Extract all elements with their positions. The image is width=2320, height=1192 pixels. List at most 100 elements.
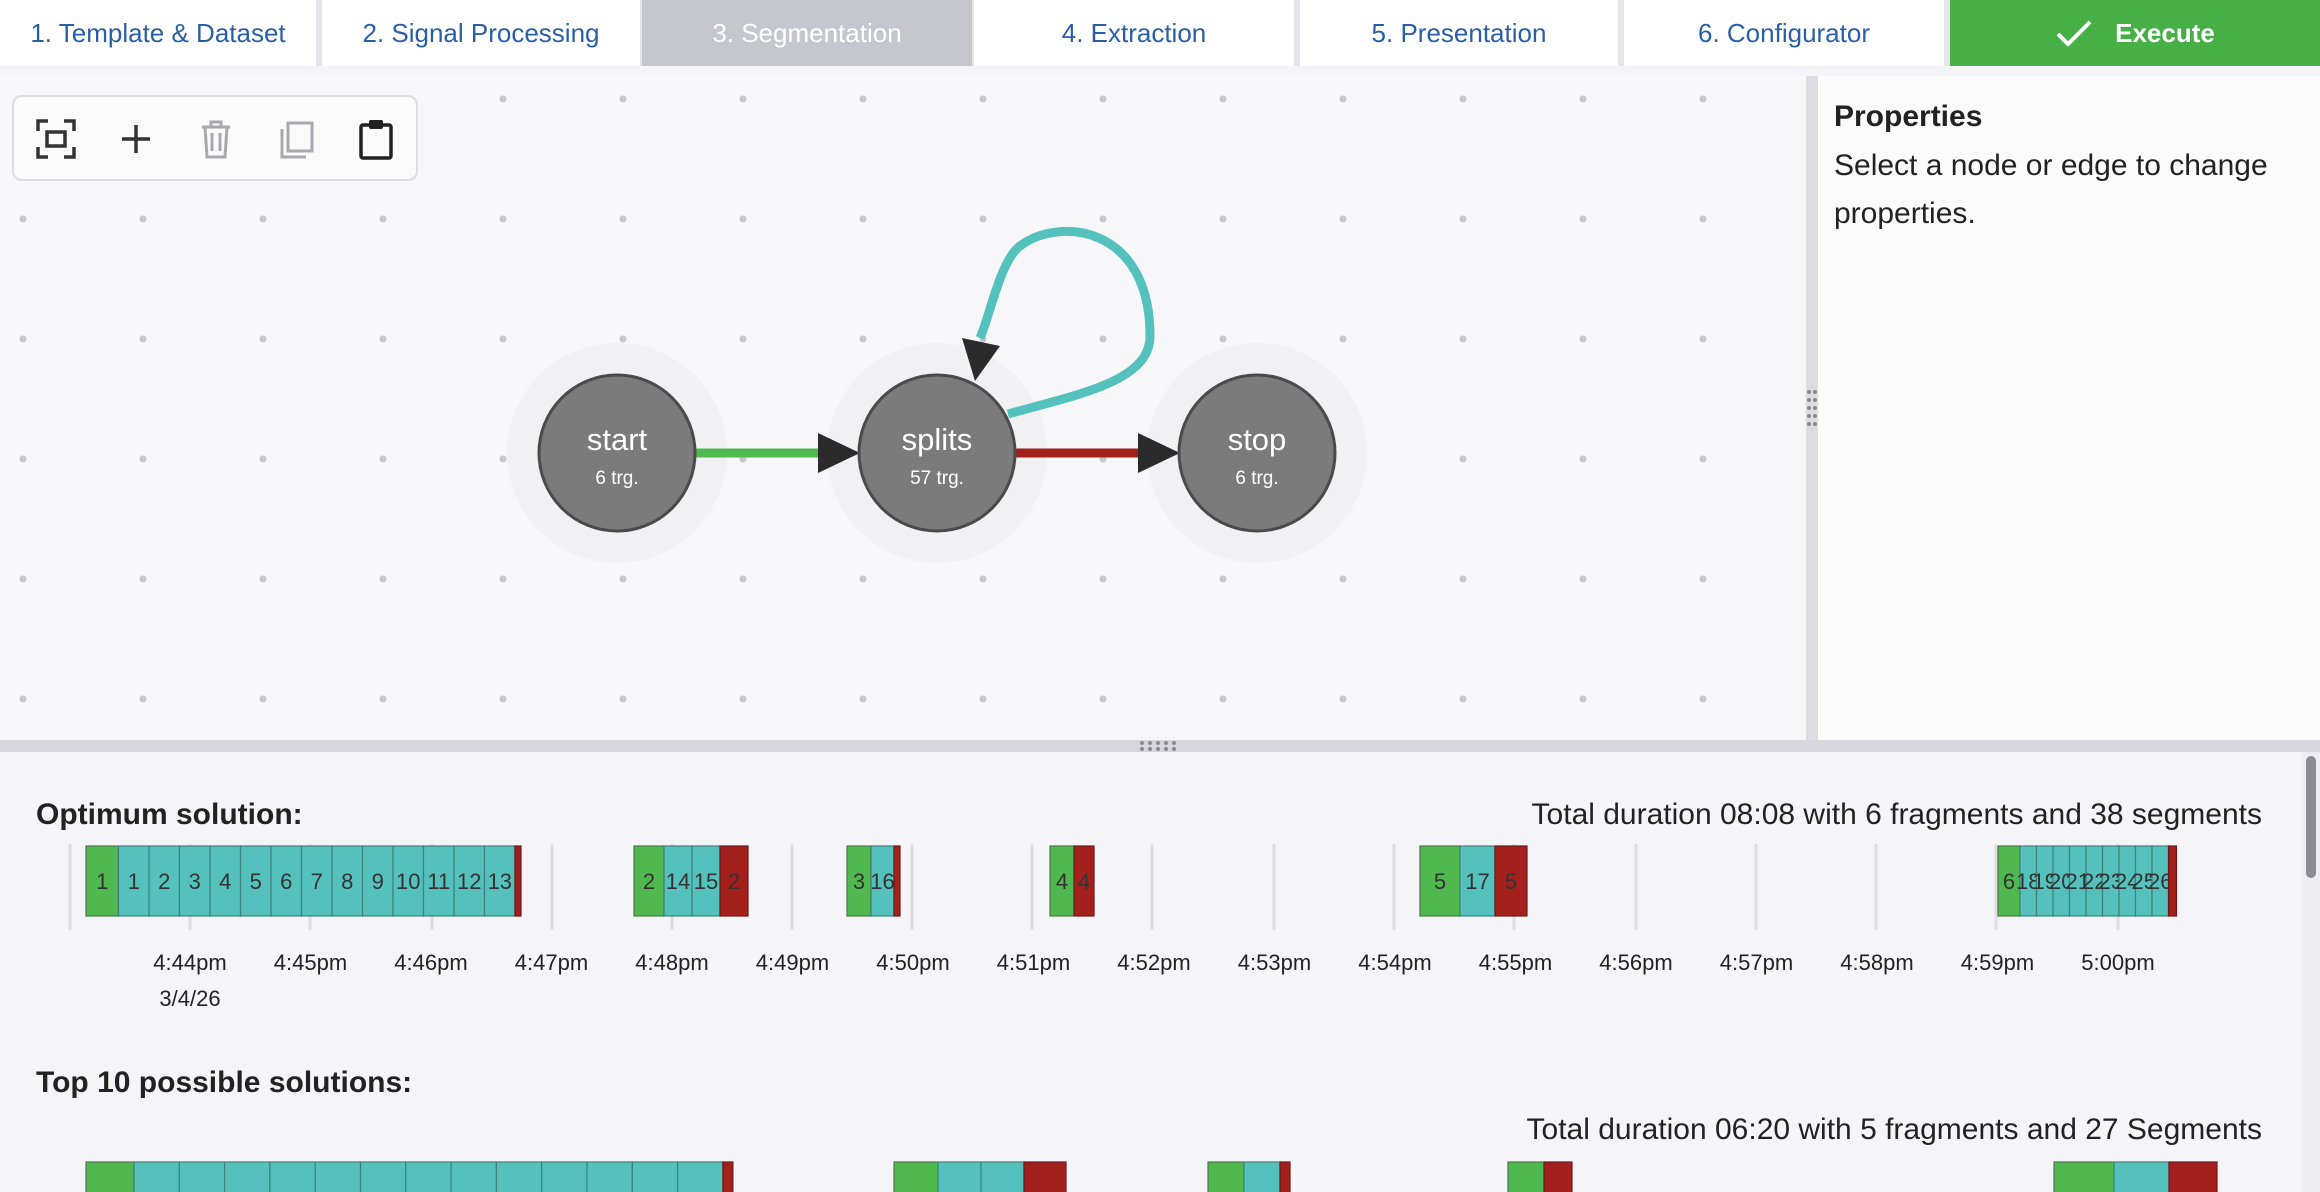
tab-configurator[interactable]: 6. Configurator — [1624, 0, 1944, 66]
stop-segment[interactable] — [722, 1161, 734, 1192]
time-tick-label: 4:44pm — [153, 950, 226, 975]
split-segment[interactable] — [2113, 1161, 2170, 1192]
stop-segment[interactable] — [1023, 1161, 1067, 1192]
edge-splits-splits[interactable] — [962, 226, 1155, 419]
clipboard-icon[interactable] — [354, 117, 398, 161]
start-segment[interactable] — [1507, 1161, 1545, 1192]
scrollbar-thumb[interactable] — [2306, 756, 2316, 878]
segment-label: 9 — [372, 869, 384, 894]
edge-splits-stop[interactable] — [1016, 433, 1180, 473]
vertical-scrollbar[interactable] — [2302, 752, 2320, 1192]
vertical-resize-handle[interactable] — [1805, 388, 1819, 428]
split-segment[interactable] — [331, 845, 364, 917]
copy-icon[interactable] — [274, 117, 318, 161]
node-trigger-count: 57 trg. — [910, 468, 964, 489]
start-segment[interactable] — [846, 845, 872, 917]
split-segment[interactable] — [209, 845, 242, 917]
split-segment[interactable] — [483, 845, 516, 917]
add-icon[interactable] — [114, 117, 158, 161]
step-tab-bar: 1. Template & Dataset 2. Signal Processi… — [0, 0, 2320, 66]
segment-label: 1 — [128, 869, 140, 894]
segment-label: 10 — [396, 869, 420, 894]
split-segment[interactable] — [586, 1161, 633, 1192]
segment-label: 1 — [96, 869, 108, 894]
split-segment[interactable] — [495, 1161, 543, 1192]
split-segment[interactable] — [300, 845, 333, 917]
split-segment[interactable] — [178, 1161, 226, 1192]
split-segment[interactable] — [1243, 1161, 1281, 1192]
segment-label: 2 — [728, 869, 740, 894]
start-segment[interactable] — [2053, 1161, 2115, 1192]
time-tick-label: 4:54pm — [1358, 950, 1431, 975]
split-segment[interactable] — [361, 845, 394, 917]
stop-segment[interactable] — [893, 845, 901, 917]
optimum-duration: Total duration 08:08 with 6 fragments an… — [1531, 798, 2262, 831]
start-segment[interactable] — [1207, 1161, 1245, 1192]
tab-segmentation[interactable]: 3. Segmentation — [642, 0, 972, 66]
solutions-panel: Optimum solution: Total duration 08:08 w… — [0, 752, 2320, 1192]
time-tick-label: 4:58pm — [1840, 950, 1913, 975]
split-segment[interactable] — [133, 1161, 180, 1192]
solutions-timeline: 4:44pm 4:45pm 4:46pm 4:47pm 4:48pm 4:49pm 4:50… — [68, 844, 2218, 1192]
node-trigger-count: 6 trg. — [595, 468, 638, 489]
node-splits[interactable]: splits 57 trg. — [857, 373, 1017, 533]
split-segment[interactable] — [239, 845, 272, 917]
split-segment[interactable] — [980, 1161, 1025, 1192]
stop-segment[interactable] — [1279, 1161, 1291, 1192]
time-tick-label: 4:51pm — [997, 950, 1070, 975]
horizontal-resize-handle[interactable] — [1138, 739, 1178, 753]
fit-view-icon[interactable] — [34, 117, 78, 161]
split-segment[interactable] — [541, 1161, 588, 1192]
split-segment[interactable] — [269, 1161, 316, 1192]
start-segment[interactable] — [85, 1161, 135, 1192]
stop-segment[interactable] — [1543, 1161, 1573, 1192]
stop-segment[interactable] — [2168, 1161, 2218, 1192]
split-segment[interactable] — [631, 1161, 679, 1192]
node-trigger-count: 6 trg. — [1235, 468, 1278, 489]
split-segment[interactable] — [392, 845, 425, 917]
segment-label: 5 — [1505, 869, 1517, 894]
execute-button[interactable]: Execute — [1950, 0, 2320, 66]
trash-icon[interactable] — [194, 117, 238, 161]
time-tick-label: 4:45pm — [274, 950, 347, 975]
properties-title: Properties — [1834, 100, 1983, 133]
start-segment[interactable] — [1419, 845, 1461, 917]
stop-segment[interactable] — [719, 845, 749, 917]
split-segment[interactable] — [422, 845, 455, 917]
start-segment[interactable] — [893, 1161, 939, 1192]
split-segment[interactable] — [676, 1161, 724, 1192]
split-segment[interactable] — [148, 845, 181, 917]
split-segment[interactable] — [224, 1161, 271, 1192]
stop-segment[interactable] — [2167, 845, 2178, 917]
node-start[interactable]: start 6 trg. — [537, 373, 697, 533]
node-name: stop — [1228, 422, 1287, 457]
graph-canvas[interactable]: start 6 trg. splits 57 trg. stop 6 trg. — [0, 76, 1806, 740]
stop-segment[interactable] — [1073, 845, 1095, 917]
split-segment[interactable] — [1459, 845, 1496, 917]
split-segment[interactable] — [937, 1161, 982, 1192]
split-segment[interactable] — [314, 1161, 362, 1192]
tab-extraction[interactable]: 4. Extraction — [974, 0, 1294, 66]
node-name: splits — [902, 422, 973, 457]
node-stop[interactable]: stop 6 trg. — [1177, 373, 1337, 533]
split-segment[interactable] — [359, 1161, 407, 1192]
segment-label: 12 — [457, 869, 481, 894]
time-tick-label: 4:57pm — [1720, 950, 1793, 975]
arrow-head — [818, 433, 860, 473]
segment-label: 4 — [219, 869, 231, 894]
stop-segment[interactable] — [514, 845, 522, 917]
tab-template-dataset[interactable]: 1. Template & Dataset — [0, 0, 316, 66]
vertical-splitter[interactable] — [1806, 76, 1818, 740]
stop-segment[interactable] — [1494, 845, 1528, 917]
segment-label: 6 — [280, 869, 292, 894]
split-segment[interactable] — [453, 845, 486, 917]
split-segment[interactable] — [450, 1161, 498, 1192]
tab-signal-processing[interactable]: 2. Signal Processing — [322, 0, 640, 66]
arrow-head — [962, 338, 1000, 381]
split-segment[interactable] — [405, 1161, 452, 1192]
top-solutions-title: Top 10 possible solutions: — [36, 1066, 413, 1099]
split-segment[interactable] — [117, 845, 150, 917]
tab-presentation[interactable]: 5. Presentation — [1300, 0, 1618, 66]
horizontal-splitter[interactable] — [0, 740, 2320, 752]
edge-start-splits[interactable] — [696, 433, 860, 473]
